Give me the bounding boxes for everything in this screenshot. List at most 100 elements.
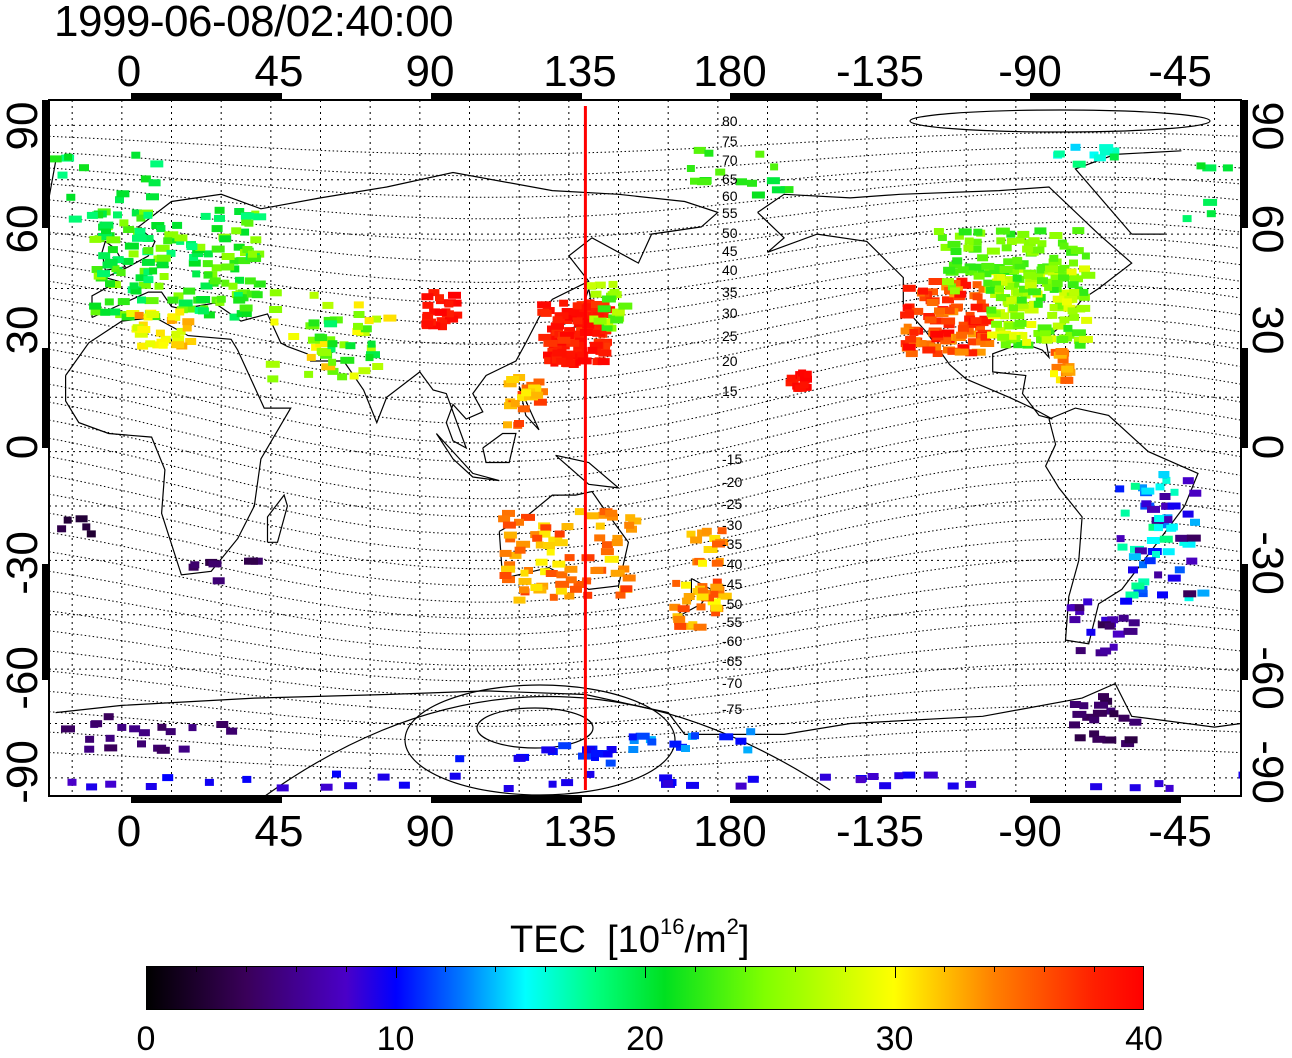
lat-tick-left: 0 — [0, 434, 47, 460]
tec-point — [1090, 783, 1103, 791]
tec-point — [1118, 714, 1130, 722]
tec-point — [686, 781, 699, 789]
tec-point — [937, 234, 947, 241]
tec-point — [1184, 594, 1194, 602]
tec-point — [570, 585, 582, 593]
tec-point — [1056, 336, 1069, 343]
tec-point — [970, 317, 982, 325]
lon-tick-bottom: -135 — [835, 807, 925, 856]
lon-tick-bottom: 0 — [116, 807, 142, 856]
tec-point — [1134, 547, 1147, 555]
tec-point — [1001, 244, 1012, 252]
tec-point — [1069, 313, 1080, 321]
tec-point — [434, 308, 447, 316]
tec-point — [972, 293, 983, 301]
tec-point — [543, 542, 555, 549]
tec-point — [1081, 316, 1093, 324]
tec-point — [128, 250, 139, 258]
tec-point — [154, 282, 164, 290]
tec-point — [583, 303, 597, 311]
tec-point — [1206, 210, 1216, 218]
tec-point — [421, 320, 434, 328]
tec-point — [82, 523, 91, 531]
axis-bar-left — [42, 100, 49, 228]
tec-point — [1024, 282, 1037, 290]
tec-point — [543, 339, 558, 347]
tec-point — [952, 257, 963, 265]
coastline — [65, 316, 292, 576]
tec-point — [159, 273, 169, 280]
tec-point — [61, 725, 75, 733]
tec-point — [551, 322, 564, 330]
lat-tick-left: 90 — [0, 101, 47, 151]
tec-point — [1141, 500, 1152, 508]
tec-point — [428, 322, 441, 330]
tec-point — [1052, 322, 1066, 330]
tec-point — [1053, 150, 1065, 158]
tec-point — [669, 603, 681, 611]
tec-point — [951, 279, 961, 287]
tec-point — [591, 754, 599, 761]
tec-point — [148, 179, 161, 187]
tec-point — [592, 329, 606, 337]
tec-point — [965, 268, 978, 276]
tec-point — [516, 540, 531, 548]
tec-point — [1059, 242, 1069, 250]
tec-point — [530, 391, 544, 399]
tec-point — [513, 754, 526, 762]
tec-point — [1167, 574, 1181, 582]
tec-point — [552, 349, 567, 357]
tec-point — [146, 311, 160, 318]
tec-point — [145, 783, 157, 790]
tec-point — [799, 381, 809, 389]
tec-point — [327, 367, 339, 375]
tec-point — [1067, 307, 1078, 315]
maglat-label: 55 — [722, 205, 738, 221]
tec-point — [1182, 477, 1194, 485]
lon-tick-top: 135 — [543, 47, 617, 96]
magnetic-latitude-contour — [49, 147, 1241, 177]
tec-point — [972, 338, 986, 346]
tec-point — [954, 348, 969, 356]
tec-point — [1070, 247, 1084, 255]
tec-point — [572, 317, 583, 325]
colorbar-unit-exponent-2: 2 — [726, 914, 739, 939]
colorbar-tick-mark — [944, 966, 946, 972]
colorbar-unit-mid: /m — [684, 919, 727, 961]
tec-point — [535, 558, 548, 566]
tec-point — [178, 745, 190, 753]
tec-point — [98, 232, 112, 240]
tec-point — [905, 335, 917, 343]
tec-point — [785, 379, 799, 387]
tec-point — [156, 261, 169, 269]
lat-tick-right: -90 — [1243, 740, 1292, 804]
tec-point — [129, 282, 139, 290]
tec-point — [383, 314, 397, 322]
tec-point — [1054, 266, 1065, 273]
tec-point — [1051, 363, 1066, 371]
tec-point — [267, 375, 279, 383]
tec-point — [673, 615, 686, 623]
tec-point — [63, 516, 72, 524]
maglat-label: -75 — [722, 701, 742, 717]
tec-point — [556, 571, 568, 579]
tec-point — [600, 548, 614, 556]
tec-point — [1174, 566, 1185, 574]
tec-point — [902, 304, 912, 312]
tec-point — [513, 596, 526, 604]
tec-point — [328, 358, 337, 366]
south-magnetic-oval-inner — [476, 707, 594, 749]
maglat-label: 25 — [722, 328, 738, 344]
tec-point — [557, 336, 571, 344]
tec-point — [349, 372, 359, 380]
colorbar-unit-suffix: ] — [738, 919, 750, 961]
tec-point — [167, 313, 176, 321]
tec-point — [309, 291, 319, 299]
tec-point — [540, 524, 552, 532]
tec-point — [117, 723, 127, 731]
tec-point — [957, 344, 970, 352]
tec-point — [1138, 578, 1150, 586]
axis-bar-right — [1241, 564, 1248, 680]
magnetic-latitude-contour — [49, 662, 1241, 712]
tec-point — [976, 299, 986, 307]
